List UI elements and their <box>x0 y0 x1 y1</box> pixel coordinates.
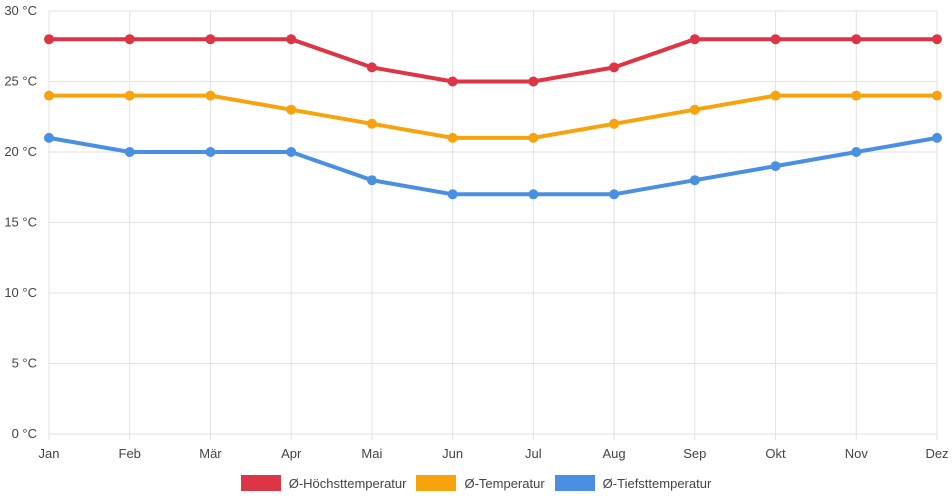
x-tick-label: Aug <box>603 446 626 461</box>
data-point[interactable] <box>124 147 135 157</box>
series-line <box>48 135 938 197</box>
data-point[interactable] <box>286 104 297 115</box>
data-point[interactable] <box>851 147 862 157</box>
data-point[interactable] <box>44 132 54 143</box>
data-point[interactable] <box>205 147 216 157</box>
data-point[interactable] <box>528 76 539 87</box>
grid <box>48 10 938 440</box>
series-line <box>49 93 937 140</box>
series-line <box>49 37 937 84</box>
data-point[interactable] <box>609 118 620 129</box>
legend-item-avg-temperature[interactable]: Ø-Temperatur <box>416 475 545 491</box>
x-tick-label: Jul <box>525 446 542 461</box>
data-point[interactable] <box>366 175 377 186</box>
data-point[interactable] <box>447 132 458 143</box>
x-axis-tick-labels: Jan Feb Mär Apr Mai Jun Jul Aug Sep Okt Nov Dez <box>39 446 949 461</box>
data-point[interactable] <box>528 132 539 143</box>
y-tick-label: 25 °C <box>4 74 37 89</box>
legend-swatch-avg <box>416 475 457 491</box>
data-point[interactable] <box>609 62 620 73</box>
legend-label-avg: Ø-Temperatur <box>464 475 545 491</box>
y-tick-label: 10 °C <box>4 285 37 300</box>
x-tick-label: Jun <box>442 446 463 461</box>
legend: Ø-Höchsttemperatur Ø-Temperatur Ø-Tiefst… <box>0 472 952 494</box>
data-point[interactable] <box>124 34 135 45</box>
data-point[interactable] <box>124 90 135 101</box>
series-0 <box>44 34 942 87</box>
data-point[interactable] <box>932 132 942 143</box>
data-point[interactable] <box>770 90 781 101</box>
data-point[interactable] <box>851 90 862 101</box>
data-point[interactable] <box>528 189 539 200</box>
x-tick-label: Dez <box>925 446 948 461</box>
legend-label-max: Ø-Höchsttemperatur <box>288 475 407 491</box>
data-point[interactable] <box>286 34 297 45</box>
y-tick-label: 0 °C <box>12 426 37 441</box>
data-point[interactable] <box>205 34 216 45</box>
data-point[interactable] <box>609 189 620 200</box>
data-point[interactable] <box>851 34 862 45</box>
legend-swatch-max <box>240 475 281 491</box>
y-axis-tick-labels: 0 °C 5 °C 10 °C 15 °C 20 °C 25 °C 30 °C <box>4 3 37 441</box>
x-tick-label: Okt <box>765 446 786 461</box>
data-point[interactable] <box>366 62 377 73</box>
data-point[interactable] <box>44 34 54 45</box>
y-tick-label: 20 °C <box>4 144 37 159</box>
x-tick-label: Sep <box>683 446 706 461</box>
data-point[interactable] <box>770 161 781 172</box>
y-tick-label: 5 °C <box>12 356 37 371</box>
legend-label-min: Ø-Tiefsttemperatur <box>602 475 712 491</box>
data-point[interactable] <box>366 118 377 129</box>
x-tick-label: Jan <box>39 446 60 461</box>
data-point[interactable] <box>286 147 297 157</box>
y-tick-label: 30 °C <box>4 3 37 18</box>
data-point[interactable] <box>447 189 458 200</box>
legend-item-min-temperature[interactable]: Ø-Tiefsttemperatur <box>554 475 712 491</box>
series-lines <box>44 34 942 200</box>
data-point[interactable] <box>689 104 700 115</box>
x-tick-label: Mär <box>199 446 222 461</box>
series-2 <box>44 132 942 200</box>
x-tick-label: Mai <box>361 446 382 461</box>
data-point[interactable] <box>205 90 216 101</box>
x-tick-label: Apr <box>281 446 302 461</box>
legend-item-max-temperature[interactable]: Ø-Höchsttemperatur <box>240 475 407 491</box>
data-point[interactable] <box>689 175 700 186</box>
x-tick-label: Nov <box>845 446 869 461</box>
x-tick-label: Feb <box>119 446 141 461</box>
data-point[interactable] <box>770 34 781 45</box>
legend-swatch-min <box>554 475 595 491</box>
data-point[interactable] <box>689 34 700 45</box>
y-tick-label: 15 °C <box>4 215 37 230</box>
data-point[interactable] <box>932 90 942 101</box>
data-point[interactable] <box>932 34 942 45</box>
data-point[interactable] <box>44 90 54 101</box>
series-1 <box>44 90 942 143</box>
data-point[interactable] <box>447 76 458 87</box>
